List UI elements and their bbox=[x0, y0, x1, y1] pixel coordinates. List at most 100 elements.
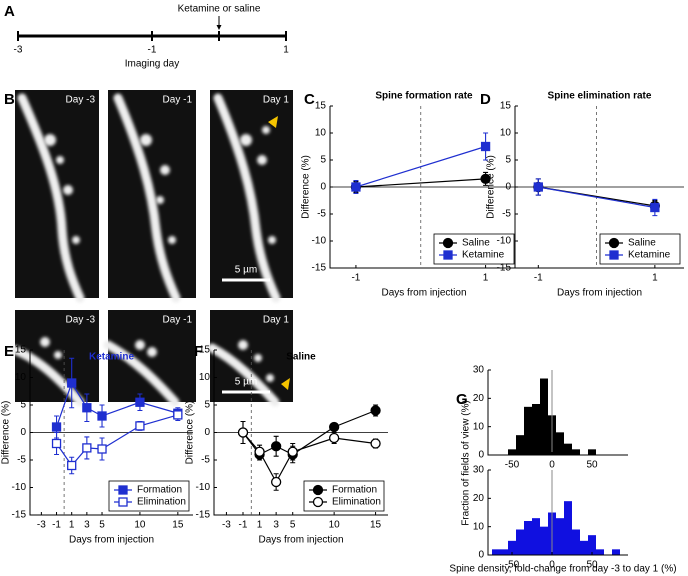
x-tick-label: 10 bbox=[329, 520, 341, 531]
y-tick-label: -5 bbox=[201, 455, 210, 466]
bar bbox=[516, 435, 524, 455]
y-tick-label: -10 bbox=[12, 482, 27, 493]
marker bbox=[237, 427, 249, 438]
x-tick-label: 1 bbox=[652, 273, 658, 284]
legend-marker bbox=[312, 496, 324, 508]
x-tick-label: 1 bbox=[483, 273, 489, 284]
y-tick-label: 0 bbox=[204, 427, 210, 438]
marker bbox=[370, 405, 381, 416]
arrowhead bbox=[268, 116, 278, 128]
marker bbox=[351, 182, 361, 192]
y-tick-label: 15 bbox=[15, 345, 27, 356]
chart-title: Spine elimination rate bbox=[548, 91, 652, 102]
image-label: Day 1 bbox=[263, 315, 290, 326]
event-arrowhead bbox=[216, 25, 222, 30]
legend-marker bbox=[118, 497, 128, 507]
legend-label: Elimination bbox=[137, 497, 186, 508]
panel-label: G bbox=[456, 391, 468, 408]
y-axis-label: Difference (%) bbox=[486, 155, 497, 219]
marker bbox=[533, 182, 543, 192]
x-tick-label: 10 bbox=[134, 520, 146, 531]
x-axis-label: Days from injection bbox=[557, 288, 642, 299]
panel-label: F bbox=[194, 343, 203, 360]
bar bbox=[556, 432, 564, 455]
x-tick-label: 5 bbox=[99, 520, 105, 531]
legend-marker bbox=[443, 250, 453, 260]
y-tick-label: 0 bbox=[478, 450, 484, 461]
y-tick-label: 10 bbox=[15, 372, 27, 383]
marker bbox=[270, 441, 282, 452]
x-tick-label: 15 bbox=[370, 520, 382, 531]
y-tick-label: 10 bbox=[500, 128, 512, 139]
series-line bbox=[538, 186, 655, 209]
marker bbox=[270, 476, 282, 488]
bar bbox=[524, 406, 532, 455]
y-tick-label: -10 bbox=[497, 236, 512, 247]
legend-label: Formation bbox=[332, 485, 377, 496]
y-axis-label: Difference (%) bbox=[301, 155, 312, 219]
bar bbox=[580, 540, 588, 555]
bar bbox=[540, 526, 548, 555]
y-tick-label: 30 bbox=[473, 365, 485, 376]
panel-label: C bbox=[304, 91, 315, 108]
legend-label: Saline bbox=[628, 238, 656, 249]
x-axis-label: Days from injection bbox=[381, 288, 466, 299]
marker bbox=[480, 141, 491, 152]
y-axis-label: Difference (%) bbox=[1, 401, 12, 465]
y-tick-label: 5 bbox=[204, 400, 210, 411]
marker bbox=[480, 173, 491, 185]
marker bbox=[254, 446, 265, 457]
bar bbox=[516, 529, 524, 555]
chart-title: Saline bbox=[286, 352, 316, 363]
legend-marker bbox=[118, 485, 128, 495]
x-axis-label: Spine density, fold-change from day -3 t… bbox=[449, 564, 676, 575]
image-label: Day -1 bbox=[163, 315, 193, 326]
panel-label: B bbox=[4, 91, 15, 108]
y-tick-label: 20 bbox=[473, 493, 485, 504]
y-tick-label: -10 bbox=[312, 236, 327, 247]
y-tick-label: 0 bbox=[478, 550, 484, 561]
x-tick-label: 3 bbox=[273, 520, 279, 531]
legend-marker bbox=[312, 484, 324, 496]
marker bbox=[82, 443, 92, 453]
marker bbox=[97, 444, 107, 454]
legend-label: Ketamine bbox=[462, 250, 505, 261]
bar bbox=[492, 549, 500, 555]
timeline-label: Imaging day bbox=[125, 59, 179, 70]
marker bbox=[328, 432, 340, 444]
timeline-tick-label: -3 bbox=[14, 45, 23, 56]
event-label: Ketamine or saline bbox=[178, 4, 261, 15]
panel-label: A bbox=[4, 3, 15, 20]
x-tick-label: 5 bbox=[290, 520, 296, 531]
y-tick-label: 10 bbox=[315, 128, 327, 139]
bar bbox=[588, 535, 596, 555]
bar bbox=[556, 518, 564, 555]
y-tick-label: -15 bbox=[12, 510, 27, 521]
legend-marker bbox=[608, 237, 620, 249]
panel-label: E bbox=[4, 343, 14, 360]
arrowhead bbox=[281, 378, 290, 390]
series-line bbox=[355, 178, 486, 188]
timeline-tick-label: -1 bbox=[148, 45, 157, 56]
y-tick-label: -5 bbox=[17, 455, 26, 466]
marker bbox=[67, 378, 77, 388]
bar bbox=[508, 540, 516, 555]
y-tick-label: 0 bbox=[505, 182, 511, 193]
x-tick-label: 3 bbox=[84, 520, 90, 531]
x-tick-label: 50 bbox=[586, 460, 598, 471]
y-tick-label: 5 bbox=[505, 155, 511, 166]
dendrite bbox=[10, 93, 281, 407]
x-tick-label: 15 bbox=[172, 520, 184, 531]
bar bbox=[524, 521, 532, 555]
legend-label: Ketamine bbox=[628, 250, 671, 261]
x-tick-label: -50 bbox=[505, 460, 520, 471]
timeline-tick-label: 1 bbox=[283, 45, 289, 56]
x-axis-label: Days from injection bbox=[258, 535, 343, 546]
y-tick-label: -5 bbox=[317, 209, 326, 220]
bar bbox=[612, 549, 620, 555]
y-tick-label: -10 bbox=[196, 482, 211, 493]
series-line bbox=[242, 432, 376, 484]
marker bbox=[173, 410, 183, 420]
bar bbox=[564, 443, 572, 455]
